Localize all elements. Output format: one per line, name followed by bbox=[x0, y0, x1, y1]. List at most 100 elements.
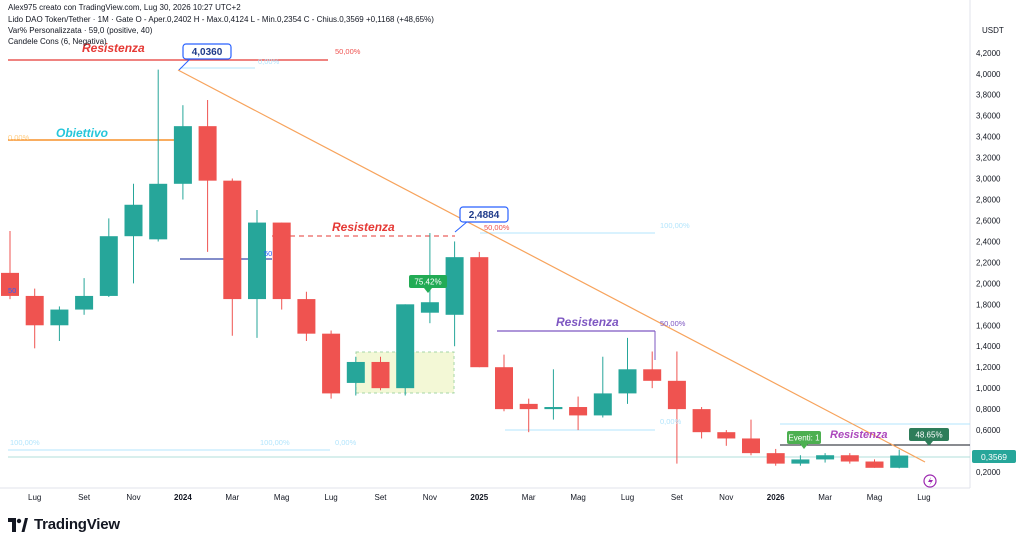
time-axis-tick: Set bbox=[374, 493, 387, 502]
candle-body[interactable] bbox=[816, 455, 835, 460]
tradingview-logo-icon bbox=[8, 517, 28, 532]
candle-body[interactable] bbox=[692, 409, 711, 433]
candle-body[interactable] bbox=[643, 369, 662, 381]
callout-high-text: 4,0360 bbox=[192, 47, 223, 58]
candle-body[interactable] bbox=[890, 455, 909, 468]
time-axis-tick: Nov bbox=[423, 493, 437, 502]
time-axis-tick: 2025 bbox=[470, 493, 488, 502]
price-axis-tick: 3,4000 bbox=[976, 133, 1001, 142]
time-axis-tick: Nov bbox=[719, 493, 733, 502]
candle-body[interactable] bbox=[198, 126, 217, 181]
candle-body[interactable] bbox=[544, 407, 563, 410]
price-axis-tick: 1,4000 bbox=[976, 342, 1001, 351]
badge-eventi-arrow bbox=[800, 444, 808, 449]
candle-body[interactable] bbox=[371, 361, 390, 389]
price-axis-tick: 4,0000 bbox=[976, 70, 1001, 79]
callout-high-box[interactable] bbox=[182, 43, 232, 60]
fib-pct-0-left: 0,00% bbox=[8, 133, 30, 142]
price-axis-tick: 1,8000 bbox=[976, 300, 1001, 309]
callout-2025-pointer bbox=[454, 220, 469, 233]
time-axis-tick: Lug bbox=[324, 493, 337, 502]
candle-body[interactable] bbox=[25, 295, 44, 326]
indicator-var-personalizzata: Var% Personalizzata · 59,0 (positive, 40… bbox=[8, 26, 153, 35]
candle-body[interactable] bbox=[569, 407, 588, 416]
price-axis-tick: 3,8000 bbox=[976, 91, 1001, 100]
candle-body[interactable] bbox=[766, 453, 785, 464]
candle-body[interactable] bbox=[519, 403, 538, 410]
tradingview-wordmark: TradingView bbox=[34, 516, 120, 533]
symbol-line: Lido DAO Token/Tether · 1M · Gate O - Ap… bbox=[8, 15, 434, 24]
candle-body[interactable] bbox=[791, 459, 810, 464]
fib-pct-50-c: 50,00% bbox=[660, 319, 686, 328]
candle-body[interactable] bbox=[865, 461, 884, 468]
badge-48-arrow bbox=[925, 441, 933, 446]
resistance-label-low: Resistenza bbox=[830, 429, 887, 441]
callout-high-pointer bbox=[178, 57, 192, 71]
candle-body[interactable] bbox=[396, 304, 415, 389]
candle-body[interactable] bbox=[445, 257, 464, 315]
fib-pct-50-top: 50,00% bbox=[335, 47, 361, 56]
resistance-label-2025: Resistenza bbox=[556, 315, 619, 329]
badge-75-arrow bbox=[424, 288, 432, 293]
candle-body[interactable] bbox=[75, 295, 94, 310]
price-axis-tick: 0,6000 bbox=[976, 426, 1001, 435]
price-axis-tick: 1,6000 bbox=[976, 321, 1001, 330]
time-axis-tick: Nov bbox=[126, 493, 140, 502]
badge-eventi-box bbox=[787, 431, 821, 444]
candle-body[interactable] bbox=[667, 380, 686, 410]
fib-pct-100-b: 100,00% bbox=[660, 221, 690, 230]
candle-body[interactable] bbox=[593, 393, 612, 416]
time-axis-tick: Mag bbox=[570, 493, 586, 502]
fib-pct-0-c: 0,00% bbox=[660, 417, 682, 426]
price-axis-tick: 3,2000 bbox=[976, 154, 1001, 163]
indicator-candele-cons: Candele Cons (6, Negativa) bbox=[8, 37, 107, 46]
candle-body[interactable] bbox=[618, 369, 637, 394]
last-price-box bbox=[972, 450, 1016, 463]
time-axis-tick: Set bbox=[671, 493, 684, 502]
price-axis-tick: 2,8000 bbox=[976, 196, 1001, 205]
tradingview-logo[interactable]: TradingView bbox=[8, 516, 120, 533]
price-axis-tick: 2,0000 bbox=[976, 279, 1001, 288]
candle-body[interactable] bbox=[470, 257, 489, 368]
candle-body[interactable] bbox=[495, 367, 513, 410]
price-axis-unit: USDT bbox=[982, 26, 1004, 35]
lightning-icon bbox=[928, 477, 933, 486]
fib-pct-100-e: 100,00% bbox=[260, 438, 290, 447]
time-axis-tick: Lug bbox=[621, 493, 634, 502]
price-axis-tick: 4,2000 bbox=[976, 49, 1001, 58]
target-label: Obiettivo bbox=[56, 126, 108, 140]
time-axis-tick: Mar bbox=[818, 493, 832, 502]
candle-body[interactable] bbox=[223, 180, 242, 300]
candle-body[interactable] bbox=[840, 455, 859, 462]
badge-75-box bbox=[409, 275, 447, 288]
callout-2025-text: 2,4884 bbox=[469, 210, 500, 221]
candle-body[interactable] bbox=[742, 438, 760, 454]
price-axis-tick: 1,2000 bbox=[976, 363, 1001, 372]
candle-body[interactable] bbox=[717, 432, 736, 439]
price-axis-tick: 1,0000 bbox=[976, 384, 1001, 393]
badge-48-text: 48.65% bbox=[915, 431, 942, 440]
candle-body[interactable] bbox=[1, 272, 19, 296]
candle-body[interactable] bbox=[173, 126, 192, 184]
badge-eventi-text: Eventi: 1 bbox=[788, 434, 820, 443]
candle-body[interactable] bbox=[50, 309, 69, 326]
candle-body[interactable] bbox=[346, 361, 365, 383]
last-price-separator bbox=[972, 448, 1016, 450]
candle-body[interactable] bbox=[297, 299, 316, 334]
candle-body[interactable] bbox=[322, 333, 341, 394]
candle-body[interactable] bbox=[272, 222, 291, 300]
candle-body[interactable] bbox=[99, 236, 118, 296]
price-axis-tick: 3,0000 bbox=[976, 175, 1001, 184]
candle-body[interactable] bbox=[420, 302, 439, 313]
callout-2025-box[interactable] bbox=[459, 206, 509, 223]
fib-pct-0-top: 0,00% bbox=[258, 57, 280, 66]
time-axis-tick: 2026 bbox=[767, 493, 785, 502]
candle-body[interactable] bbox=[124, 204, 143, 237]
price-axis-tick: 3,6000 bbox=[976, 112, 1001, 121]
fib-pct-50-mid: 50 bbox=[264, 249, 272, 258]
candle-body[interactable] bbox=[248, 222, 266, 300]
time-axis-tick: Lug bbox=[28, 493, 41, 502]
candle-body[interactable] bbox=[149, 183, 168, 240]
price-axis-tick: 2,6000 bbox=[976, 216, 1001, 225]
